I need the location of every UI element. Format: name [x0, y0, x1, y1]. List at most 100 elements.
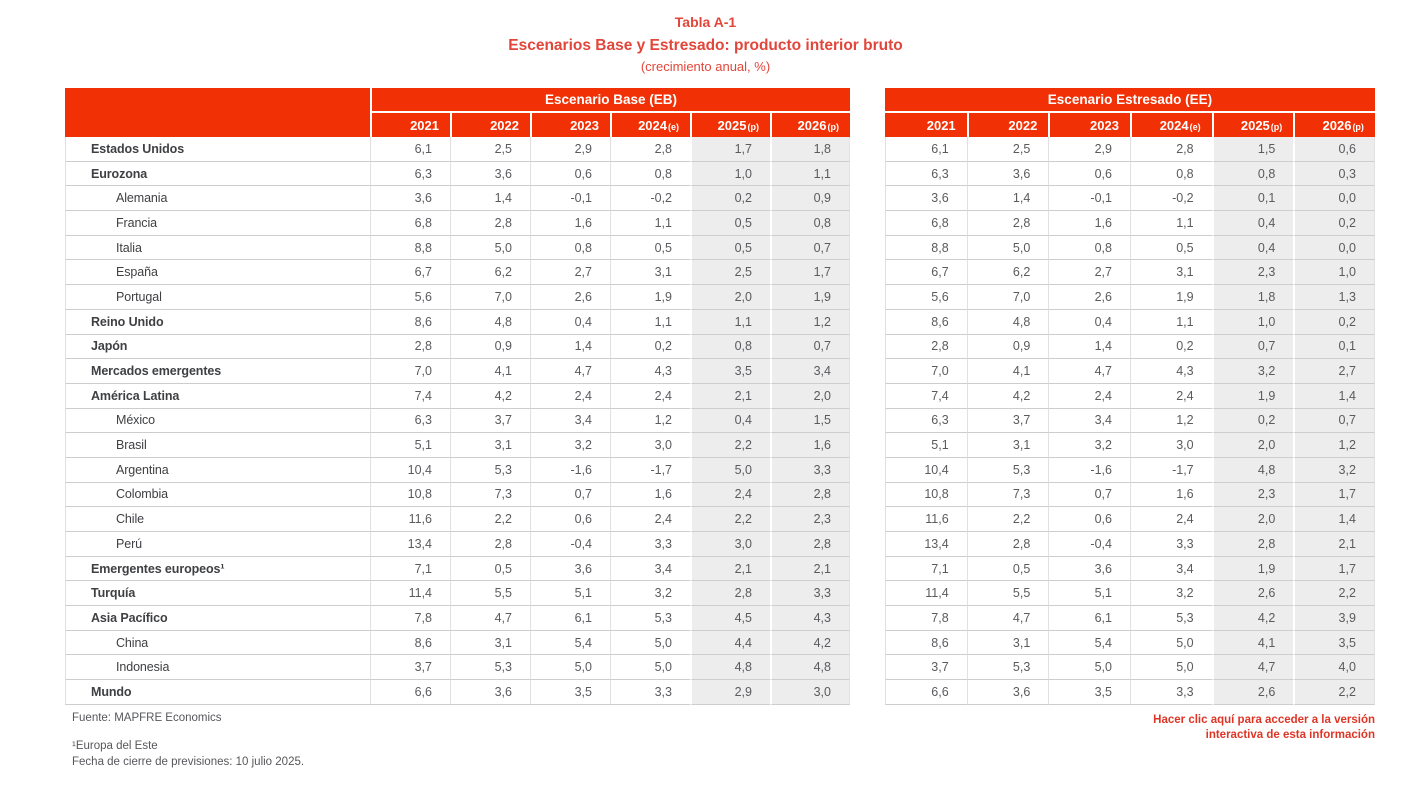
eb-value-cell: 2,8	[450, 532, 530, 557]
row-label: Japón	[65, 334, 370, 360]
table-row: Mundo 6,6 3,6 3,5 3,3 2,9 3,0 6,6 3,6 3,5 3,3 2,6 2,…	[65, 680, 1375, 705]
table-header: Escenario Base (EB) Escenario Estresado …	[65, 88, 1375, 137]
eb-value-cell: 2,7	[530, 260, 610, 286]
ee-value-cell: -1,7	[1129, 457, 1212, 483]
eb-value-cell: 0,2	[610, 334, 690, 360]
ee-value-cell: 5,4	[1048, 630, 1130, 656]
table-row: Perú 13,4 2,8 -0,4 3,3 3,0 2,8 13,4 2,8 -0,4 3,3 2,…	[65, 532, 1375, 557]
eb-value-cell: 2,4	[610, 383, 690, 409]
eb-value-cell: 3,1	[450, 630, 530, 656]
eb-value-cell: 6,1	[370, 137, 450, 162]
eb-value-cell: 0,8	[770, 211, 850, 236]
row-label: Italia	[65, 235, 370, 261]
table-gap	[850, 457, 885, 483]
ee-value-cell: 6,8	[885, 211, 967, 236]
eb-value-cell: 3,3	[610, 680, 690, 705]
ee-value-cell: 13,4	[885, 532, 967, 557]
table-gap	[850, 433, 885, 458]
eb-value-cell: 1,2	[610, 408, 690, 434]
ee-value-cell: -1,6	[1048, 457, 1130, 483]
eb-value-cell: 2,1	[690, 383, 770, 409]
eb-value-cell: 3,0	[690, 532, 770, 557]
table-title-block: Tabla A-1 Escenarios Base y Estresado: p…	[0, 14, 1411, 74]
ee-value-cell: 3,1	[966, 433, 1049, 458]
row-label: España	[65, 260, 370, 286]
eb-value-cell: 2,8	[690, 581, 770, 607]
eb-value-cell: 1,8	[770, 137, 850, 162]
eb-value-cell: 1,9	[770, 285, 850, 310]
interactive-version-link[interactable]: Hacer clic aquí para acceder a la versió…	[1153, 714, 1375, 741]
eb-value-cell: 5,1	[370, 433, 450, 458]
eb-value-cell: 8,8	[370, 235, 450, 261]
ee-value-cell: 0,2	[1293, 211, 1375, 236]
ee-value-cell: 1,9	[1211, 383, 1294, 409]
row-label: Eurozona	[65, 161, 370, 187]
table-gap	[850, 235, 885, 261]
table-row: América Latina 7,4 4,2 2,4 2,4 2,1 2,0 7,4 4,2 2,…	[65, 383, 1375, 409]
eb-value-cell: 5,4	[530, 630, 610, 656]
eb-value-cell: 6,2	[450, 260, 530, 286]
ee-value-cell: 1,0	[1211, 309, 1294, 335]
eb-value-cell: -0,1	[530, 186, 610, 212]
eb-year-header-2022: 2022	[450, 113, 530, 137]
ee-value-cell: 0,9	[966, 334, 1049, 360]
eb-value-cell: 11,4	[370, 581, 450, 607]
eb-value-cell: 2,1	[770, 556, 850, 582]
table-row: Emergentes europeos¹ 7,1 0,5 3,6 3,4 2,1 2,1 7,…	[65, 556, 1375, 582]
eb-value-cell: 2,2	[690, 433, 770, 458]
ee-value-cell: 2,2	[1293, 581, 1375, 607]
eb-value-cell: 2,8	[770, 532, 850, 557]
eb-value-cell: 0,5	[690, 235, 770, 261]
eb-value-cell: -0,4	[530, 532, 610, 557]
ee-year-header-2026: 2026 (p)	[1293, 113, 1375, 137]
table-row: Chile 11,6 2,2 0,6 2,4 2,2 2,3 11,6 2,2 0,6 2,4 2,0…	[65, 507, 1375, 532]
ee-value-cell: 0,4	[1211, 235, 1294, 261]
eb-value-cell: 1,7	[690, 137, 770, 162]
eb-year-header-2021: 2021	[370, 113, 450, 137]
eb-value-cell: 3,5	[690, 359, 770, 384]
eb-value-cell: 5,0	[610, 630, 690, 656]
ee-value-cell: 4,8	[966, 309, 1049, 335]
table-gap	[850, 309, 885, 335]
table-row: Francia 6,8 2,8 1,6 1,1 0,5 0,8 6,8 2,8 1,6 1,1 0,4…	[65, 211, 1375, 236]
eb-value-cell: 1,2	[770, 309, 850, 335]
ee-value-cell: 2,8	[1211, 532, 1294, 557]
ee-value-cell: 7,4	[885, 383, 967, 409]
table-gap	[850, 260, 885, 286]
eb-value-cell: -1,7	[610, 457, 690, 483]
eb-value-cell: 0,7	[770, 235, 850, 261]
eb-value-cell: 2,8	[610, 137, 690, 162]
eb-value-cell: 8,6	[370, 309, 450, 335]
eb-value-cell: 3,7	[450, 408, 530, 434]
ee-value-cell: 0,2	[1293, 309, 1375, 335]
ee-value-cell: 0,8	[1211, 161, 1294, 187]
ee-value-cell: 3,3	[1129, 532, 1212, 557]
eb-value-cell: 3,2	[610, 581, 690, 607]
eb-value-cell: 11,6	[370, 507, 450, 532]
ee-value-cell: 2,8	[966, 211, 1049, 236]
ee-value-cell: 2,7	[1293, 359, 1375, 384]
eb-value-cell: 1,7	[770, 260, 850, 286]
eb-value-cell: 3,7	[370, 655, 450, 681]
ee-value-cell: 1,2	[1293, 433, 1375, 458]
ee-value-cell: 5,0	[1048, 655, 1130, 681]
eb-value-cell: 3,2	[530, 433, 610, 458]
eb-value-cell: 5,3	[450, 457, 530, 483]
ee-value-cell: 2,3	[1211, 482, 1294, 508]
ee-value-cell: 1,4	[1293, 507, 1375, 532]
eb-value-cell: 1,6	[530, 211, 610, 236]
table-subtitle: (crecimiento anual, %)	[640, 59, 771, 74]
ee-value-cell: 3,6	[966, 680, 1049, 705]
ee-value-cell: 5,5	[966, 581, 1049, 607]
ee-value-cell: 3,6	[966, 161, 1049, 187]
row-label: Asia Pacífico	[65, 606, 370, 631]
eb-value-cell: 0,5	[690, 211, 770, 236]
table-gap	[850, 482, 885, 508]
ee-value-cell: 2,6	[1211, 581, 1294, 607]
ee-value-cell: 3,9	[1293, 606, 1375, 631]
footnote-fecha-cierre: Fecha de cierre de previsiones: 10 julio…	[72, 756, 305, 768]
eb-value-cell: 6,8	[370, 211, 450, 236]
source-note: Fuente: MAPFRE Economics	[72, 712, 222, 724]
eb-value-cell: 10,8	[370, 482, 450, 508]
ee-value-cell: 0,8	[1129, 161, 1212, 187]
